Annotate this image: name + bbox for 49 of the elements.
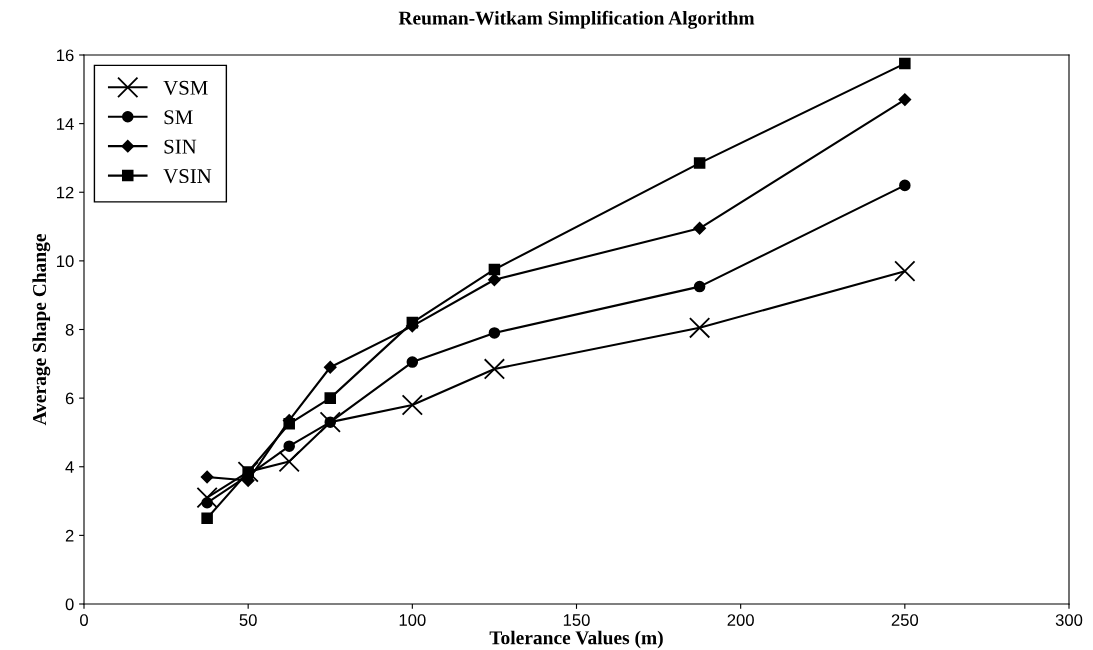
y-tick-label: 2 [65, 529, 74, 542]
point [894, 260, 916, 282]
point [201, 497, 213, 509]
point [693, 157, 706, 169]
point [488, 273, 501, 287]
point [899, 57, 911, 70]
point [693, 221, 706, 235]
point [283, 440, 295, 452]
x-tick-label: 200 [727, 614, 754, 626]
legend-label: SM [164, 110, 193, 125]
point [406, 356, 419, 368]
point [283, 418, 295, 430]
y-tick-label: 8 [65, 323, 74, 336]
point [688, 317, 711, 339]
x-tick-label: 100 [399, 614, 426, 626]
point [324, 392, 337, 404]
x-tick-label: 300 [1055, 614, 1083, 626]
chart-title: Reuman-Witkam Simplification Algorithm [398, 10, 755, 29]
point [196, 487, 218, 509]
y-tick-label: 16 [57, 49, 74, 62]
y-tick-label: 4 [65, 461, 74, 473]
point [693, 280, 706, 293]
legend-label: SIN [164, 139, 197, 154]
x-tick-label: 0 [80, 614, 88, 626]
point [324, 416, 337, 428]
point [406, 316, 419, 329]
y-axis-title: Average Shape Change [32, 234, 51, 426]
x-tick-label: 250 [891, 614, 919, 626]
point [898, 93, 912, 106]
legend-label: VSM [163, 80, 208, 95]
y-tick-label: 6 [65, 392, 74, 405]
x-tick-label: 50 [239, 614, 257, 626]
y-tick-label: 10 [57, 255, 74, 268]
point [323, 360, 337, 374]
point [401, 394, 423, 416]
point [488, 327, 501, 339]
point [483, 358, 506, 380]
x-axis-title: Tolerance Values (m) [489, 630, 663, 649]
y-tick-label: 14 [57, 118, 74, 130]
x-tick-label: 150 [563, 614, 590, 626]
y-tick-label: 0 [65, 598, 74, 611]
legend-label: VSIN [163, 169, 212, 184]
point [899, 179, 911, 192]
point [488, 263, 501, 276]
point [201, 512, 213, 524]
point [242, 466, 254, 478]
y-tick-label: 12 [57, 186, 74, 199]
point [200, 470, 214, 484]
point [278, 450, 300, 473]
